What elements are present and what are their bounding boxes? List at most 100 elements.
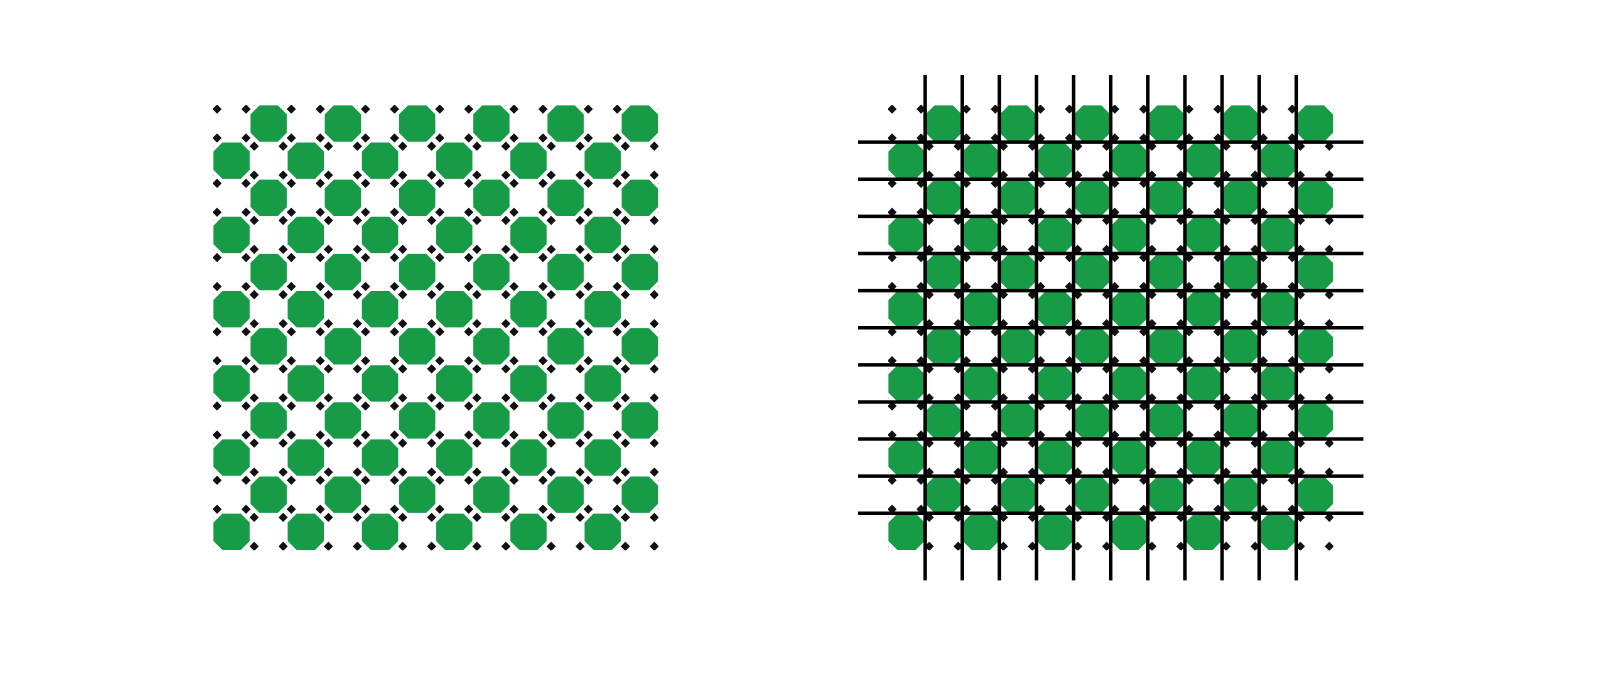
diamond-marker (501, 393, 511, 403)
diamond-marker (319, 549, 321, 551)
octagon-tile (851, 477, 887, 513)
diamond-marker (1184, 207, 1194, 217)
diamond-marker (1291, 549, 1293, 551)
octagon-tile (621, 179, 659, 216)
diamond-marker (1184, 504, 1194, 514)
diamond-marker (1101, 290, 1112, 300)
octagon-tile (436, 513, 473, 551)
octagon-tile (213, 68, 249, 104)
diamond-marker (1287, 133, 1297, 143)
octagon-tile (1148, 476, 1185, 513)
diamond-marker (352, 244, 363, 255)
diamond-marker (575, 215, 585, 226)
diamond-marker (426, 244, 437, 255)
diamond-marker (501, 512, 511, 523)
octagon-tile (888, 216, 925, 254)
octagon-tile (361, 142, 399, 179)
diamond-marker (583, 252, 593, 263)
diamond-marker (241, 401, 251, 411)
diamond-marker (1295, 215, 1306, 226)
diamond-marker (612, 133, 622, 143)
octagon-tile (1073, 476, 1111, 513)
diamond-marker (278, 364, 288, 374)
diamond-marker (990, 133, 1000, 143)
octagon-tile (1036, 290, 1074, 328)
diamond-marker (1110, 133, 1120, 143)
octagon-tile (585, 68, 621, 104)
diamond-marker (612, 401, 622, 411)
octagon-tile (250, 253, 287, 291)
diamond-marker (583, 207, 593, 217)
diamond-marker (1101, 170, 1112, 180)
octagon-tile (584, 216, 621, 254)
diamond-marker (356, 105, 358, 106)
diamond-marker (323, 512, 334, 523)
octagon-tile (1185, 68, 1221, 104)
diamond-marker (1250, 318, 1260, 329)
diamond-marker (1176, 438, 1186, 448)
diamond-marker (928, 105, 930, 106)
diamond-marker (1139, 105, 1149, 114)
diamond-marker (1324, 467, 1334, 477)
diamond-marker (620, 141, 631, 151)
octagon-tile (659, 142, 695, 178)
diamond-marker (1332, 479, 1334, 481)
diamond-marker (649, 438, 659, 448)
diamond-marker (657, 405, 659, 407)
pattern-content (851, 68, 1334, 551)
diamond-marker (1221, 364, 1231, 374)
diamond-marker (1027, 512, 1038, 523)
octagon-tile (1185, 142, 1222, 179)
diamond-marker (1295, 141, 1306, 151)
octagon-tile (621, 402, 659, 439)
diamond-marker (315, 178, 325, 188)
diamond-marker (315, 504, 325, 514)
diamond-marker (501, 541, 511, 551)
diamond-marker (1295, 170, 1306, 180)
octagon-tile (213, 365, 250, 402)
diamond-marker (1035, 133, 1046, 143)
diamond-marker (1035, 105, 1046, 114)
diamond-marker (290, 549, 292, 551)
octagon-tile (361, 439, 399, 476)
diamond-marker (464, 356, 474, 366)
octagon-tile (999, 476, 1037, 513)
diamond-marker (583, 430, 593, 440)
octagon-tile (1259, 216, 1296, 254)
diamond-marker (1250, 364, 1260, 374)
octagon-tile (287, 216, 324, 254)
diamond-marker (1184, 252, 1194, 263)
diamond-marker (657, 256, 659, 259)
diamond-marker (435, 252, 445, 263)
diamond-marker (924, 170, 934, 180)
diamond-marker (916, 105, 926, 114)
diamond-marker (360, 207, 371, 217)
diamond-marker (924, 244, 934, 255)
octagon-tile (362, 68, 398, 104)
diamond-marker (612, 252, 622, 263)
diamond-marker (1287, 178, 1297, 188)
octagon-tile (659, 68, 695, 104)
octagon-tile (1036, 513, 1074, 551)
diamond-marker (1213, 356, 1223, 366)
diamond-marker (1073, 467, 1083, 477)
diamond-marker (1035, 281, 1046, 292)
diamond-marker (888, 475, 897, 485)
diamond-marker (241, 327, 251, 337)
diamond-marker (398, 364, 408, 374)
diamond-marker (990, 281, 1000, 292)
diamond-marker (323, 290, 334, 300)
diamond-marker (546, 318, 556, 329)
diamond-marker (1287, 401, 1297, 411)
octagon-tile (250, 179, 287, 216)
diamond-marker (888, 401, 897, 411)
diamond-marker (1039, 549, 1042, 551)
diamond-marker (1258, 504, 1268, 514)
diamond-marker (426, 438, 437, 448)
diamond-marker (546, 541, 556, 551)
diamond-marker (213, 516, 214, 518)
diamond-marker (612, 178, 622, 188)
octagon-tile (1111, 142, 1148, 179)
octagon-tile (1222, 402, 1259, 439)
diamond-marker (278, 244, 288, 255)
